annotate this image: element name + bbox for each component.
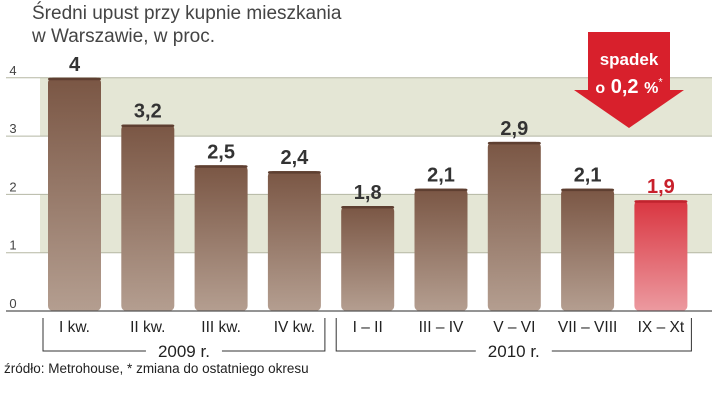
chart-title: Średni upust przy kupnie mieszkania w Wa… — [32, 2, 341, 48]
y-tick-label: 3 — [9, 121, 16, 136]
group-label-bg — [475, 342, 552, 360]
bar-value-label: 2,4 — [280, 147, 309, 169]
bar-top-edge — [48, 77, 101, 81]
bar — [414, 188, 468, 311]
group-label: 2010 r. — [488, 342, 540, 361]
bar-value-label: 1,9 — [647, 176, 675, 198]
y-tick-label: 4 — [9, 63, 16, 78]
x-tick-label: I – II — [353, 319, 383, 336]
badge-value: o 0,2 %* — [574, 76, 684, 99]
x-tick-label: IX – Xt — [638, 319, 685, 336]
x-tick-label: IV kw. — [274, 319, 315, 336]
bar-top-edge — [267, 171, 321, 174]
bar — [194, 165, 248, 311]
bar-value-label: 2,5 — [207, 141, 235, 163]
bar-value-label: 4 — [69, 54, 81, 76]
bar-value-label: 3,2 — [134, 100, 162, 122]
bar-value-label: 2,1 — [427, 165, 455, 187]
bar-top-edge — [194, 165, 248, 168]
badge-label: spadek — [599, 50, 659, 69]
bar — [487, 141, 541, 311]
bar-top-edge — [487, 141, 541, 145]
bar — [267, 171, 321, 311]
bar — [341, 206, 395, 311]
bar-value-label: 2,9 — [500, 118, 528, 140]
bar-top-edge — [341, 206, 395, 209]
x-tick-label: III kw. — [201, 319, 241, 336]
x-tick-label: VII – VIII — [558, 319, 617, 336]
x-tick-label: II kw. — [130, 319, 165, 336]
bar-top-edge — [634, 200, 688, 203]
x-tick-label: III – IV — [419, 319, 464, 336]
bar — [48, 77, 101, 311]
bar-value-label: 1,8 — [354, 182, 382, 204]
title-line-1: Średni upust przy kupnie mieszkania — [32, 3, 342, 24]
source-note: źródło: Metrohouse, * zmiana do ostatnie… — [4, 361, 309, 376]
bar — [561, 188, 615, 311]
bar-top-edge — [561, 188, 615, 192]
y-tick-label: 2 — [9, 179, 16, 194]
badge-unit: % — [644, 80, 659, 97]
bar-top-edge — [414, 188, 468, 192]
grid-band-top — [40, 60, 712, 78]
x-tick-label: V – VI — [493, 319, 535, 336]
change-badge: spadek o 0,2 %* — [574, 32, 698, 128]
down-arrow-icon — [574, 32, 684, 128]
badge-footnote-mark: * — [658, 76, 663, 89]
bar-top-edge — [121, 124, 175, 127]
group-label-bg — [145, 342, 222, 360]
title-line-2: w Warszawie, w proc. — [32, 26, 215, 47]
bar — [634, 200, 688, 311]
badge-prefix: o — [595, 80, 606, 97]
bar — [121, 124, 175, 311]
y-tick-label: 0 — [9, 296, 16, 311]
x-tick-label: I kw. — [59, 319, 90, 336]
badge-number: 0,2 — [610, 76, 639, 98]
y-tick-label: 1 — [9, 238, 16, 253]
bar-value-label: 2,1 — [574, 165, 602, 187]
group-label: 2009 r. — [158, 342, 210, 361]
